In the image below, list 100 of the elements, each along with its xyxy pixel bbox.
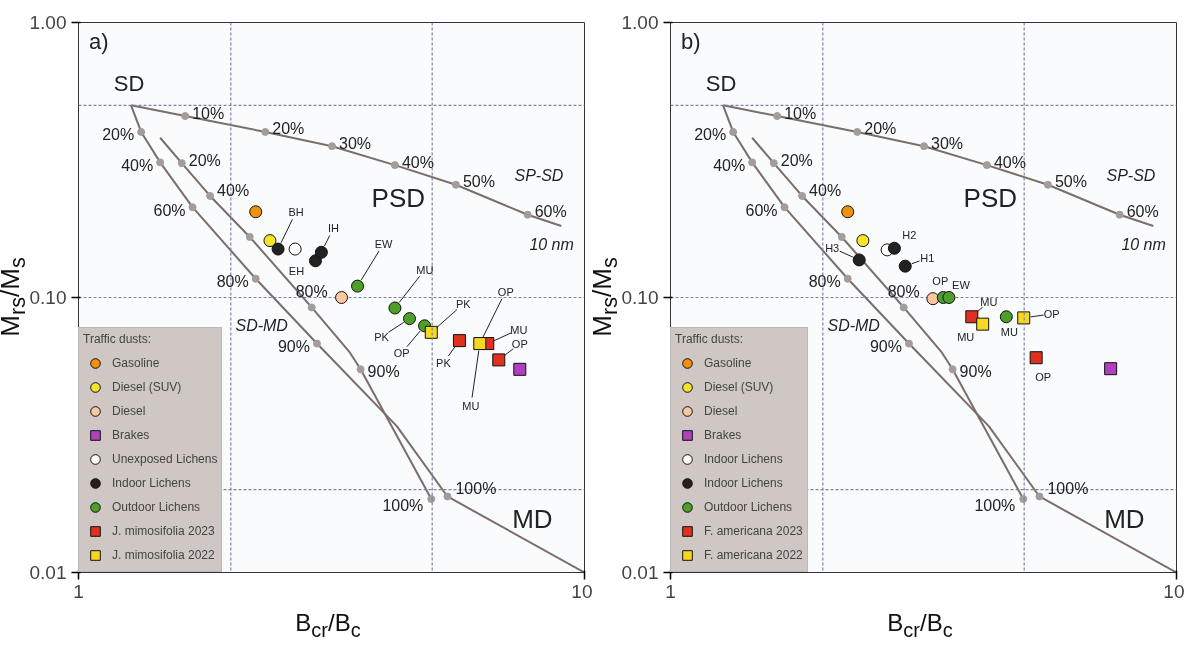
annotation: MU bbox=[416, 263, 434, 276]
annotation: PK bbox=[455, 298, 472, 311]
y-tick-label: 0.01 bbox=[29, 562, 67, 583]
annotation: 50% bbox=[462, 173, 495, 191]
annotation: EW bbox=[374, 238, 394, 251]
annotation: 100% bbox=[382, 496, 424, 514]
annotation: MU bbox=[462, 399, 480, 412]
legend-label: Outdoor Lichens bbox=[704, 499, 793, 516]
annotation: MD bbox=[512, 504, 553, 535]
x-tick-label: 10 bbox=[1163, 580, 1184, 602]
y-tick-label: 1.00 bbox=[621, 12, 659, 33]
y-tick-label: 1.00 bbox=[29, 12, 67, 33]
annotation: 50% bbox=[1054, 173, 1087, 191]
annotation: 90% bbox=[869, 338, 902, 356]
annotation: 40% bbox=[993, 153, 1026, 171]
x-axis-title: B$_{cr}$/B$_{c}$ bbox=[887, 608, 953, 643]
annotation: MU bbox=[1000, 325, 1018, 338]
annotation: 100% bbox=[1047, 479, 1089, 497]
annotation: 90% bbox=[277, 338, 310, 356]
annotation: 10 nm bbox=[1121, 236, 1166, 254]
legend-label: F. americana 2022 bbox=[704, 547, 803, 564]
legend-label: Gasoline bbox=[704, 355, 752, 372]
annotation: PSD bbox=[963, 182, 1018, 213]
legend-label: Diesel bbox=[704, 403, 738, 420]
annotation: MU bbox=[957, 331, 975, 344]
annotation: a) bbox=[88, 29, 109, 55]
annotation: OP bbox=[1043, 307, 1060, 320]
annotation: 90% bbox=[959, 362, 992, 380]
legend-label: Indoor Lichens bbox=[704, 451, 783, 468]
annotation: 60% bbox=[153, 201, 186, 219]
annotation: 80% bbox=[808, 273, 841, 291]
annotation: SD-MD bbox=[235, 317, 289, 335]
annotation: 40% bbox=[713, 156, 746, 174]
annotation: H2 bbox=[902, 229, 917, 242]
annotation: OP bbox=[393, 346, 410, 359]
legend-label: Diesel (SUV) bbox=[704, 379, 774, 396]
annotation: 40% bbox=[809, 182, 842, 200]
annotation: OP bbox=[511, 337, 528, 350]
annotation: 10% bbox=[784, 104, 817, 122]
x-tick-label: 1 bbox=[73, 580, 84, 602]
annotation: H1 bbox=[920, 252, 935, 265]
legend-label: Diesel bbox=[112, 403, 146, 420]
annotation: 10 nm bbox=[529, 236, 574, 254]
annotation: EW bbox=[952, 278, 971, 291]
annotation: 10% bbox=[192, 104, 225, 122]
annotation: SD bbox=[705, 71, 737, 97]
legend-label: Gasoline bbox=[112, 355, 160, 372]
annotation: 40% bbox=[217, 182, 250, 200]
annotation: 20% bbox=[272, 120, 305, 138]
annotation: 100% bbox=[455, 479, 497, 497]
y-tick-label: 0.10 bbox=[621, 287, 659, 308]
x-tick-label: 10 bbox=[571, 580, 593, 602]
annotation: 60% bbox=[1126, 203, 1159, 221]
legend-label: Brakes bbox=[112, 427, 150, 444]
annotation: H3 bbox=[825, 241, 840, 254]
annotation: 30% bbox=[931, 134, 964, 152]
legend-label: Diesel (SUV) bbox=[112, 379, 182, 396]
legend-title: Traffic dusts: bbox=[675, 332, 745, 346]
annotation: EH bbox=[288, 264, 305, 277]
annotation: MD bbox=[1104, 504, 1145, 535]
annotation: IH bbox=[327, 222, 339, 235]
annotation: PSD bbox=[371, 182, 426, 213]
annotation: 80% bbox=[295, 282, 328, 300]
annotation: 100% bbox=[974, 496, 1016, 514]
annotation: OP bbox=[497, 285, 514, 298]
annotation: 20% bbox=[864, 120, 897, 138]
annotation: 20% bbox=[102, 126, 135, 144]
legend-title: Traffic dusts: bbox=[83, 332, 153, 346]
legend-label: Indoor Lichens bbox=[112, 475, 191, 492]
annotation: SD bbox=[113, 71, 145, 97]
legend-label: Unexposed Lichens bbox=[112, 451, 218, 468]
annotation: 80% bbox=[216, 273, 249, 291]
legend-label: J. mimosifolia 2023 bbox=[112, 523, 215, 540]
annotation: 80% bbox=[887, 282, 920, 300]
annotation: MU bbox=[980, 295, 998, 308]
annotation: b) bbox=[680, 29, 701, 55]
annotation: SD-MD bbox=[827, 317, 881, 335]
legend-label: Brakes bbox=[704, 427, 742, 444]
legend-label: Outdoor Lichens bbox=[112, 499, 201, 516]
legend-label: F. americana 2023 bbox=[704, 523, 803, 540]
annotation: BH bbox=[288, 206, 304, 219]
x-tick-label: 1 bbox=[665, 580, 676, 602]
annotation: SP-SD bbox=[514, 167, 564, 185]
annotation: 40% bbox=[121, 156, 154, 174]
annotation: 30% bbox=[339, 134, 372, 152]
annotation: 20% bbox=[188, 151, 221, 169]
annotation: 60% bbox=[745, 201, 778, 219]
y-tick-label: 0.10 bbox=[29, 287, 67, 308]
annotation: 40% bbox=[401, 153, 434, 171]
annotation: 60% bbox=[534, 203, 567, 221]
annotation: SP-SD bbox=[1106, 167, 1156, 185]
annotation: OP bbox=[932, 274, 949, 287]
y-tick-label: 0.01 bbox=[621, 562, 659, 583]
annotation: 90% bbox=[367, 362, 400, 380]
legend-label: Indoor Lichens bbox=[704, 475, 783, 492]
annotation: MU bbox=[510, 323, 528, 336]
legend-label: J. mimosifolia 2022 bbox=[112, 547, 215, 564]
annotation: PK bbox=[436, 356, 452, 369]
annotation: OP bbox=[1035, 370, 1052, 383]
annotation: 20% bbox=[694, 126, 727, 144]
